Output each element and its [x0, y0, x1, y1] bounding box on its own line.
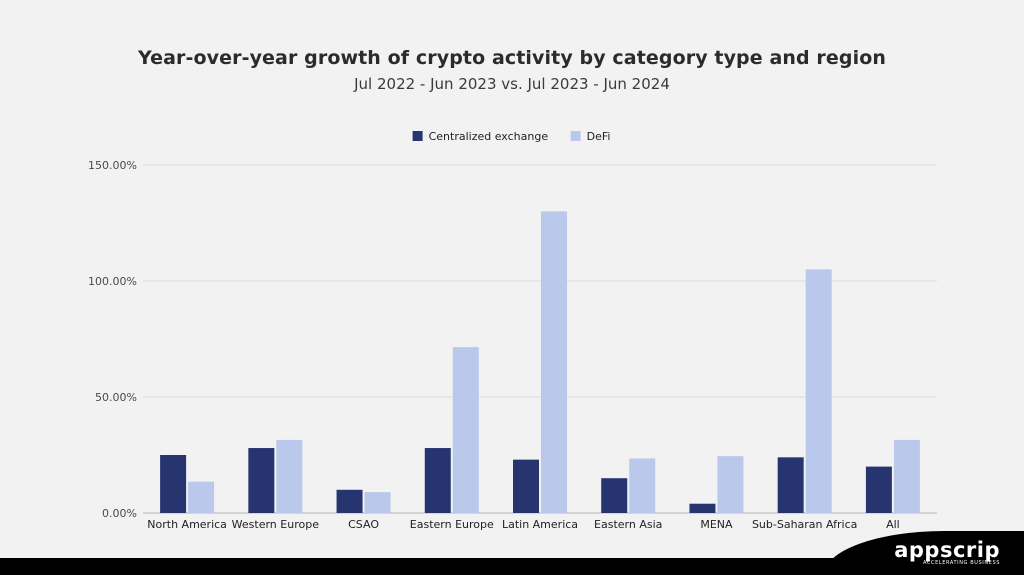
x-tick-label: Latin America	[502, 518, 578, 531]
x-tick-label: Western Europe	[232, 518, 320, 531]
x-tick-label: Sub-Saharan Africa	[752, 518, 857, 531]
bar-centralized-exchange	[424, 448, 451, 513]
bar-centralized-exchange	[689, 503, 716, 513]
y-tick-label: 100.00%	[88, 275, 137, 288]
brand-tagline: ACCELERATING BUSINESS	[922, 560, 1000, 566]
bar-defi	[452, 347, 479, 513]
legend-swatch	[412, 131, 423, 141]
x-tick-label: Eastern Asia	[594, 518, 662, 531]
bar-defi	[717, 456, 744, 513]
bar-centralized-exchange	[777, 457, 804, 513]
bar-centralized-exchange	[513, 459, 539, 513]
y-tick-label: 0.00%	[102, 507, 137, 520]
bar-centralized-exchange	[336, 489, 363, 513]
bar-defi	[893, 439, 920, 513]
x-tick-label: CSAO	[348, 518, 379, 531]
bar-defi	[805, 269, 832, 513]
x-tick-label: North America	[147, 518, 227, 531]
bar-defi	[541, 211, 567, 513]
bar-centralized-exchange	[865, 466, 892, 513]
bar-defi	[629, 458, 656, 513]
footer-bar	[0, 558, 1024, 575]
brand-name: appscrip	[894, 538, 1000, 562]
legend-label: DeFi	[587, 130, 611, 143]
x-tick-label: All	[886, 518, 900, 531]
legend-label: Centralized exchange	[429, 130, 549, 143]
bar-defi	[188, 481, 215, 513]
legend-swatch	[570, 131, 581, 141]
y-tick-label: 150.00%	[88, 159, 137, 172]
bar-centralized-exchange	[601, 478, 628, 513]
x-tick-label: MENA	[700, 518, 733, 531]
bar-defi	[364, 492, 391, 513]
bar-centralized-exchange	[248, 448, 275, 513]
bar-centralized-exchange	[160, 455, 187, 513]
brand-logo: appscrip ACCELERATING BUSINESS	[894, 538, 1000, 567]
y-tick-label: 50.00%	[95, 391, 137, 404]
chart-subtitle: Jul 2022 - Jun 2023 vs. Jul 2023 - Jun 2…	[354, 75, 670, 93]
bar-defi	[276, 439, 303, 513]
x-tick-label: Eastern Europe	[410, 518, 494, 531]
chart-title: Year-over-year growth of crypto activity…	[138, 47, 886, 69]
